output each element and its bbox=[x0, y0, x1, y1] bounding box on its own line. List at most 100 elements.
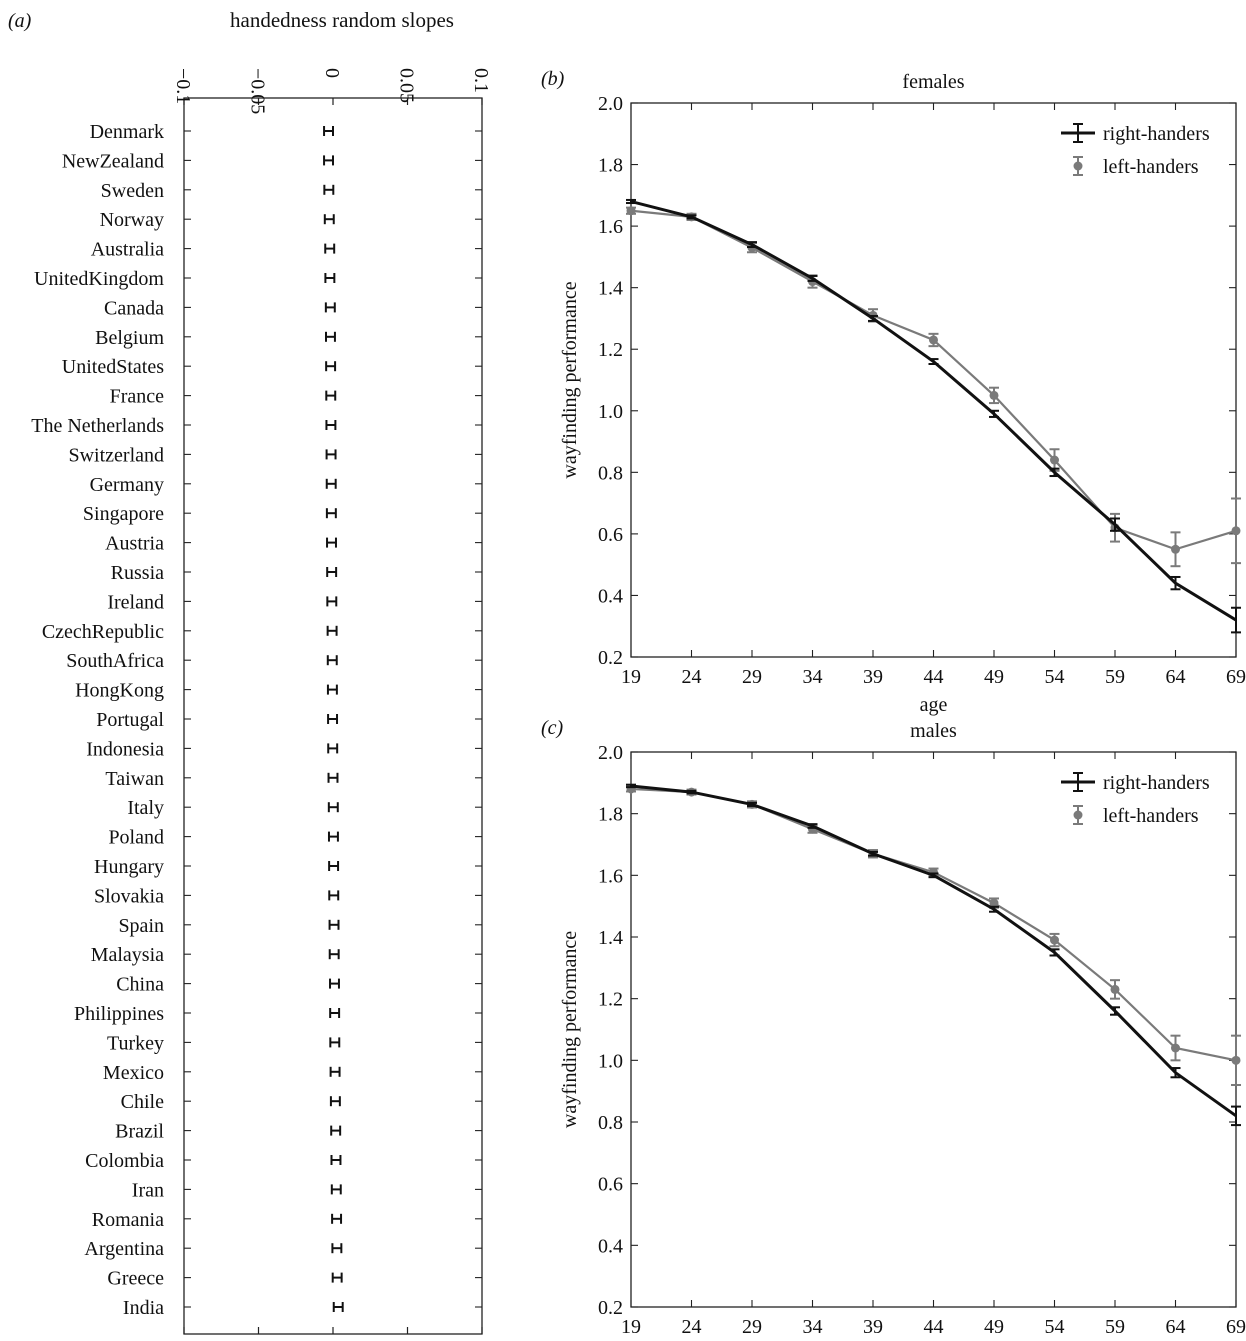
y-tick-label: 0.6 bbox=[598, 1174, 623, 1196]
data-point-left-handers bbox=[1050, 455, 1059, 465]
panel-label: (b) bbox=[541, 68, 565, 90]
country-label: Philippines bbox=[74, 1003, 164, 1025]
y-tick-label: 0.2 bbox=[598, 1297, 623, 1319]
chart-title: males bbox=[910, 720, 957, 742]
country-label: Sweden bbox=[101, 180, 164, 202]
y-tick-label: 1.8 bbox=[598, 804, 623, 826]
series-line-right-handers bbox=[630, 200, 1237, 622]
y-tick-label: 1.0 bbox=[598, 1050, 623, 1072]
country-label: HongKong bbox=[75, 680, 164, 702]
y-tick-label: 1.2 bbox=[598, 989, 623, 1011]
country-label: Russia bbox=[111, 562, 164, 584]
country-label: Singapore bbox=[83, 503, 164, 525]
country-label: Hungary bbox=[94, 856, 164, 878]
country-label: Chile bbox=[121, 1091, 164, 1113]
chart-title: handedness random slopes bbox=[230, 8, 454, 32]
country-label: NewZealand bbox=[62, 150, 164, 172]
x-tick-label: 29 bbox=[742, 666, 762, 688]
x-tick-label: 0 bbox=[321, 68, 343, 78]
x-tick-label: 34 bbox=[803, 1316, 823, 1338]
country-label: Denmark bbox=[90, 121, 164, 143]
y-tick-label: 0.8 bbox=[598, 1112, 623, 1134]
legend-label-right-handers: right-handers bbox=[1103, 123, 1210, 145]
country-label: Argentina bbox=[84, 1238, 164, 1260]
series-line-left-handers bbox=[630, 209, 1237, 551]
data-point-left-handers bbox=[1050, 935, 1059, 945]
y-tick-label: 0.8 bbox=[598, 462, 623, 484]
x-tick-label: 19 bbox=[621, 1316, 641, 1338]
x-tick-label: 69 bbox=[1226, 666, 1246, 688]
legend-label-right-handers: right-handers bbox=[1103, 772, 1210, 794]
x-tick-label: 64 bbox=[1166, 666, 1186, 688]
country-label: Brazil bbox=[115, 1121, 164, 1143]
y-tick-label: 2.0 bbox=[598, 93, 623, 115]
y-axis-label: wayfinding performance bbox=[559, 931, 581, 1128]
series-line-right-handers bbox=[630, 784, 1237, 1118]
country-label: Romania bbox=[92, 1209, 164, 1231]
legend-label-left-handers: left-handers bbox=[1103, 156, 1199, 178]
x-tick-label: 44 bbox=[924, 666, 944, 688]
x-tick-label: 0.05 bbox=[396, 68, 418, 103]
data-point-left-handers bbox=[1110, 984, 1120, 994]
x-tick-label: −0.05 bbox=[247, 68, 269, 114]
panel-b-females: (b) females 0.2 0.4 0.6 0.8 1.0 1.2 1.4 1.6 1.8 2.0… bbox=[541, 68, 1246, 716]
y-tick-label: 0.6 bbox=[598, 524, 623, 546]
country-label: Indonesia bbox=[86, 738, 164, 760]
country-label: Italy bbox=[127, 797, 164, 819]
series-line-left-handers bbox=[630, 787, 1237, 1062]
x-tick-label: 54 bbox=[1045, 1316, 1065, 1338]
legend-swatch-left-handers bbox=[1073, 810, 1083, 820]
country-label: Turkey bbox=[107, 1032, 164, 1054]
data-point-left-handers bbox=[989, 898, 999, 908]
data-point-left-handers bbox=[1171, 544, 1180, 554]
x-tick-label: 24 bbox=[682, 666, 702, 688]
country-label: Australia bbox=[91, 239, 164, 261]
country-label: Germany bbox=[90, 474, 164, 496]
plot-frame bbox=[630, 751, 1237, 1308]
legend-label-left-handers: left-handers bbox=[1103, 805, 1199, 827]
country-label: Switzerland bbox=[68, 444, 164, 466]
country-label: France bbox=[110, 386, 165, 408]
country-label: Belgium bbox=[95, 327, 164, 349]
plot-frame bbox=[630, 102, 1237, 658]
x-tick-label: 34 bbox=[803, 666, 823, 688]
legend-swatch-left-handers bbox=[1073, 161, 1083, 171]
x-axis-label: age bbox=[920, 694, 948, 716]
y-tick-label: 1.4 bbox=[598, 278, 623, 300]
country-label: China bbox=[116, 974, 164, 996]
country-label: Colombia bbox=[85, 1150, 164, 1172]
country-label: CzechRepublic bbox=[42, 621, 164, 643]
y-tick-label: 0.2 bbox=[598, 647, 623, 669]
x-tick-label: 59 bbox=[1105, 1316, 1125, 1338]
country-label: SouthAfrica bbox=[66, 650, 164, 672]
x-tick-label: 54 bbox=[1045, 666, 1065, 688]
data-point-left-handers bbox=[626, 206, 636, 216]
x-tick-label: 39 bbox=[863, 1316, 883, 1338]
y-tick-label: 1.4 bbox=[598, 927, 623, 949]
y-tick-label: 0.4 bbox=[598, 585, 623, 607]
data-point-left-handers bbox=[1171, 1043, 1180, 1053]
x-tick-label: 64 bbox=[1166, 1316, 1186, 1338]
country-label: India bbox=[123, 1297, 164, 1319]
country-label: Poland bbox=[108, 827, 164, 849]
panel-label: (a) bbox=[8, 10, 32, 32]
x-tick-label: −0.1 bbox=[172, 68, 194, 104]
data-point-left-handers bbox=[1231, 526, 1241, 536]
panel-c-males: (c) males 0.2 0.4 0.6 0.8 1.0 1.2 1.4 1.6 1.8 2.0 19… bbox=[541, 717, 1246, 1338]
country-label: Portugal bbox=[96, 709, 164, 731]
data-point-left-handers bbox=[929, 335, 938, 345]
country-label: Mexico bbox=[103, 1062, 164, 1084]
y-tick-label: 0.4 bbox=[598, 1235, 623, 1257]
y-tick-label: 1.2 bbox=[598, 339, 623, 361]
y-tick-label: 1.6 bbox=[598, 216, 623, 238]
plot-frame bbox=[183, 97, 483, 1335]
panel-a-random-slopes: (a) handedness random slopes −0.1 −0.05 0 0.0… bbox=[8, 8, 492, 1335]
country-label: Taiwan bbox=[105, 768, 164, 790]
y-tick-label: 1.8 bbox=[598, 155, 623, 177]
x-tick-label: 44 bbox=[924, 1316, 944, 1338]
y-tick-label: 2.0 bbox=[598, 742, 623, 764]
x-tick-label: 39 bbox=[863, 666, 883, 688]
chart-title: females bbox=[902, 71, 964, 93]
y-tick-label: 1.0 bbox=[598, 401, 623, 423]
